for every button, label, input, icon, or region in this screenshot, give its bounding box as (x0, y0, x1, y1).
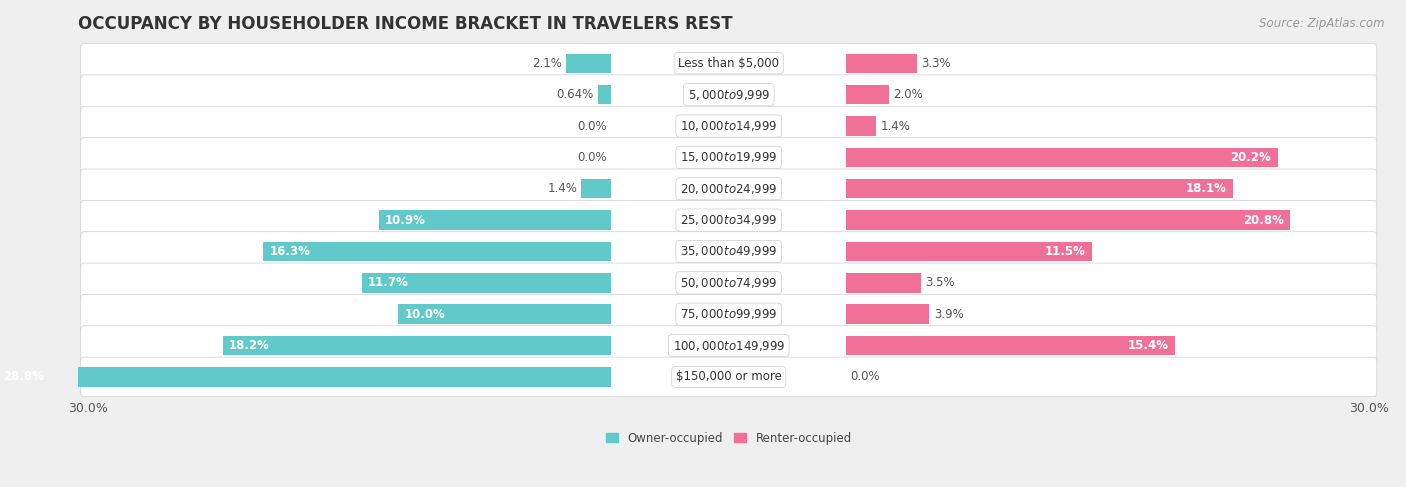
Bar (598, 85, 612, 104)
FancyBboxPatch shape (80, 43, 1376, 83)
Text: 2.0%: 2.0% (893, 88, 922, 101)
Bar (846, 54, 917, 73)
Text: 1.4%: 1.4% (880, 119, 910, 132)
Bar (378, 210, 612, 230)
Text: 0.0%: 0.0% (578, 119, 607, 132)
Bar (846, 304, 929, 324)
FancyBboxPatch shape (80, 200, 1376, 240)
Text: 10.9%: 10.9% (385, 214, 426, 226)
Bar (846, 116, 876, 136)
Text: 2.1%: 2.1% (533, 57, 562, 70)
Text: $100,000 to $149,999: $100,000 to $149,999 (672, 338, 785, 353)
Bar (361, 273, 612, 293)
Text: 0.64%: 0.64% (557, 88, 593, 101)
Bar (263, 242, 612, 261)
FancyBboxPatch shape (80, 326, 1376, 365)
Text: 11.7%: 11.7% (368, 276, 409, 289)
Bar (846, 179, 1233, 199)
Text: 0.0%: 0.0% (578, 151, 607, 164)
Text: 11.5%: 11.5% (1045, 245, 1085, 258)
Bar (582, 179, 612, 199)
FancyBboxPatch shape (80, 232, 1376, 271)
Text: 15.4%: 15.4% (1128, 339, 1168, 352)
Bar (846, 148, 1278, 167)
Text: 0.0%: 0.0% (851, 371, 880, 383)
Text: $25,000 to $34,999: $25,000 to $34,999 (681, 213, 778, 227)
Bar (846, 242, 1091, 261)
Text: 18.1%: 18.1% (1185, 182, 1226, 195)
Text: 20.8%: 20.8% (1243, 214, 1284, 226)
Bar (398, 304, 612, 324)
Text: 1.4%: 1.4% (547, 182, 576, 195)
Bar (567, 54, 612, 73)
Text: $5,000 to $9,999: $5,000 to $9,999 (688, 88, 770, 102)
Text: OCCUPANCY BY HOUSEHOLDER INCOME BRACKET IN TRAVELERS REST: OCCUPANCY BY HOUSEHOLDER INCOME BRACKET … (77, 15, 733, 33)
Text: Source: ZipAtlas.com: Source: ZipAtlas.com (1260, 17, 1385, 30)
FancyBboxPatch shape (80, 263, 1376, 302)
Text: $150,000 or more: $150,000 or more (676, 371, 782, 383)
Text: $15,000 to $19,999: $15,000 to $19,999 (681, 150, 778, 165)
Text: 3.3%: 3.3% (921, 57, 950, 70)
FancyBboxPatch shape (80, 75, 1376, 114)
Text: 28.8%: 28.8% (3, 371, 44, 383)
Text: $50,000 to $74,999: $50,000 to $74,999 (681, 276, 778, 290)
Bar (846, 336, 1175, 356)
Text: $75,000 to $99,999: $75,000 to $99,999 (681, 307, 778, 321)
Text: 18.2%: 18.2% (229, 339, 270, 352)
FancyBboxPatch shape (80, 138, 1376, 177)
Text: Less than $5,000: Less than $5,000 (678, 57, 779, 70)
Text: 10.0%: 10.0% (404, 308, 444, 320)
Text: $20,000 to $24,999: $20,000 to $24,999 (681, 182, 778, 196)
Bar (222, 336, 612, 356)
FancyBboxPatch shape (80, 106, 1376, 146)
Bar (0, 367, 612, 387)
FancyBboxPatch shape (80, 169, 1376, 208)
FancyBboxPatch shape (80, 357, 1376, 397)
Text: 3.5%: 3.5% (925, 276, 955, 289)
Bar (846, 85, 889, 104)
Text: 20.2%: 20.2% (1230, 151, 1271, 164)
Text: 3.9%: 3.9% (934, 308, 963, 320)
Legend: Owner-occupied, Renter-occupied: Owner-occupied, Renter-occupied (606, 431, 852, 445)
Text: 16.3%: 16.3% (270, 245, 311, 258)
Text: $35,000 to $49,999: $35,000 to $49,999 (681, 244, 778, 259)
FancyBboxPatch shape (80, 295, 1376, 334)
Text: $10,000 to $14,999: $10,000 to $14,999 (681, 119, 778, 133)
Bar (846, 273, 921, 293)
Bar (846, 210, 1291, 230)
